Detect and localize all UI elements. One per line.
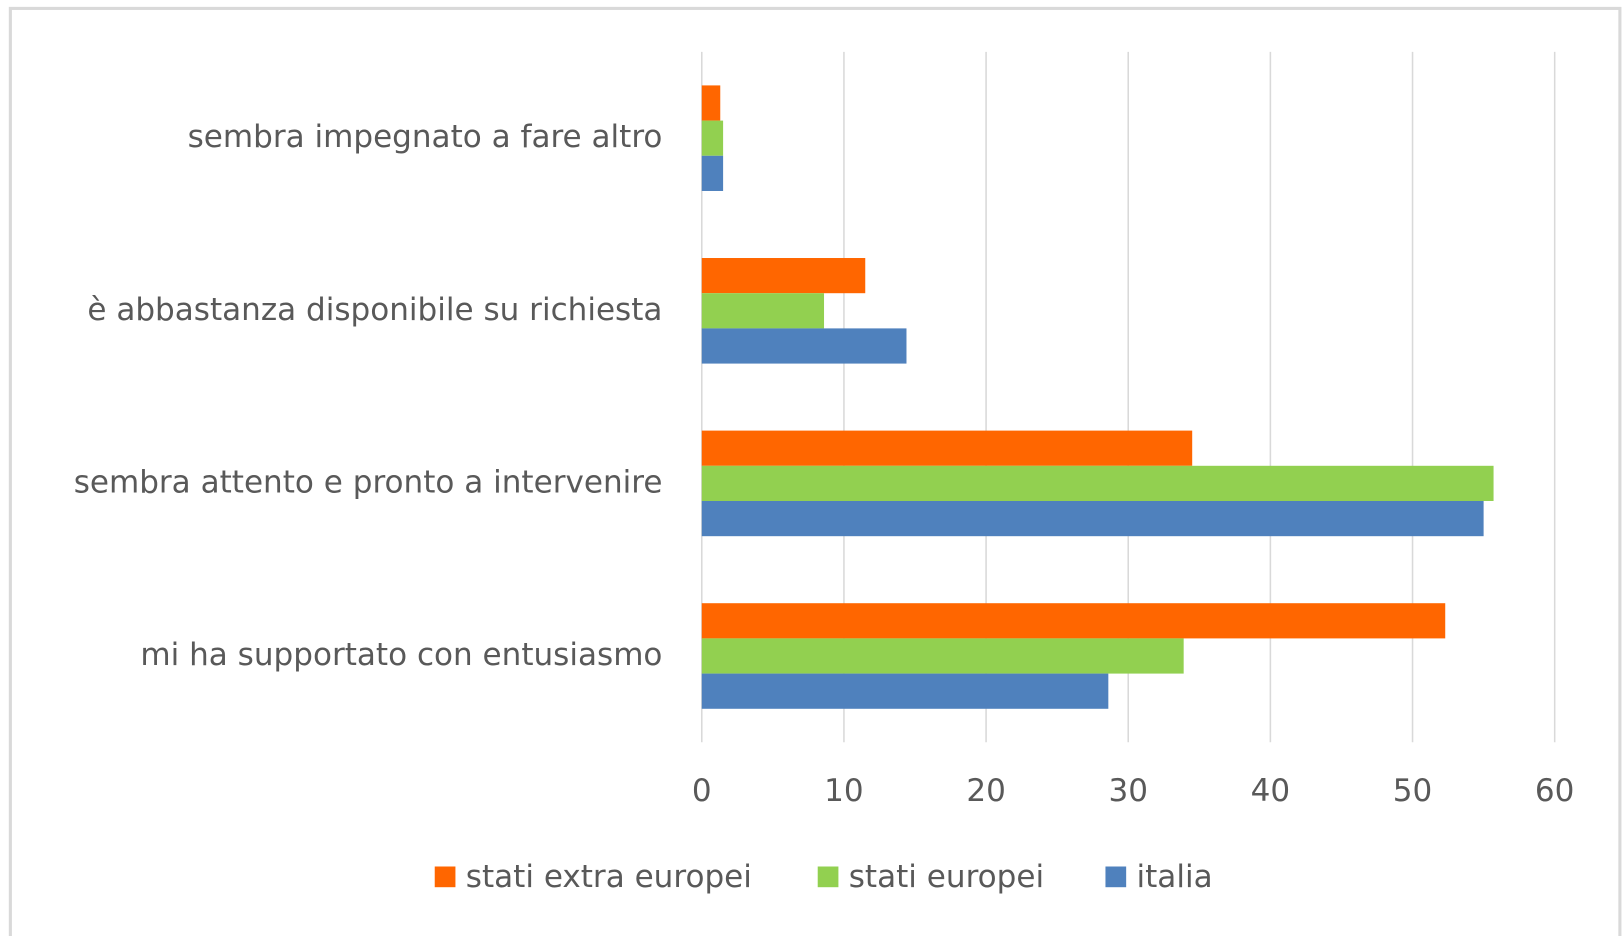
y-tick-label: è abbastanza disponibile su richiesta <box>87 292 662 328</box>
bar <box>701 603 1446 639</box>
x-tick-label: 20 <box>966 773 1006 809</box>
x-tick-label: 60 <box>1535 773 1575 809</box>
x-tick-label: 0 <box>692 773 712 809</box>
x-tick-label: 30 <box>1108 773 1148 809</box>
bar <box>701 430 1193 466</box>
bar <box>701 155 724 191</box>
y-tick-label: sembra attento e pronto a intervenire <box>74 464 663 500</box>
bar <box>701 120 724 156</box>
bar <box>701 638 1184 674</box>
legend-swatch <box>1105 866 1127 888</box>
legend-swatch <box>434 866 456 888</box>
bar <box>701 328 907 364</box>
bar <box>701 465 1494 501</box>
legend-swatch <box>817 866 839 888</box>
bar <box>701 293 825 329</box>
bar <box>701 85 721 121</box>
bar <box>701 500 1484 537</box>
bar <box>701 673 1109 709</box>
x-tick-label: 40 <box>1251 773 1291 809</box>
x-tick-label: 50 <box>1393 773 1433 809</box>
x-tick-label: 10 <box>824 773 864 809</box>
y-tick-label: mi ha supportato con entusiasmo <box>140 637 662 673</box>
legend-label: italia <box>1137 859 1213 895</box>
legend-label: stati europei <box>849 859 1044 895</box>
legend-label: stati extra europei <box>466 859 752 895</box>
y-tick-label: sembra impegnato a fare altro <box>188 119 663 155</box>
bar <box>701 258 866 294</box>
